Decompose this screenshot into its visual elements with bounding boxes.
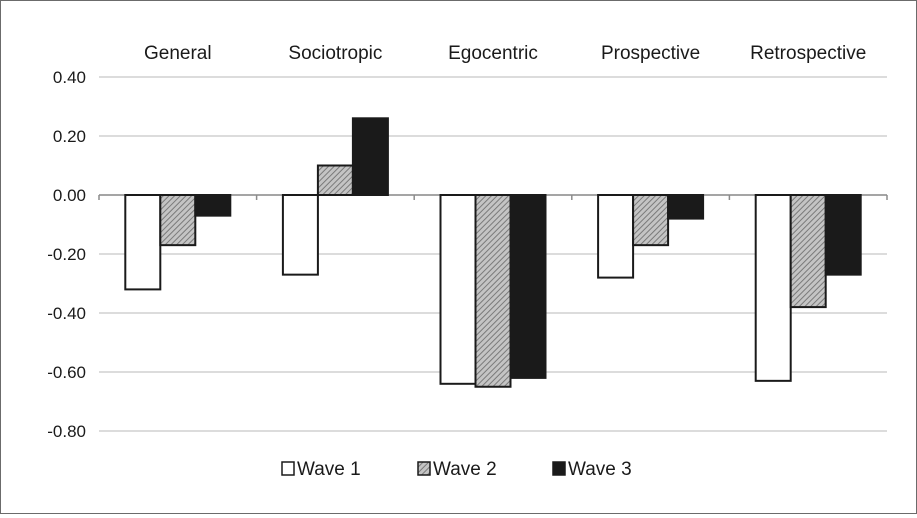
bar-retrospective-wave-3	[824, 194, 862, 276]
bar-sociotropic-wave-2	[316, 164, 354, 196]
bar-general-wave-1	[124, 194, 162, 291]
bar-retrospective-wave-1	[754, 194, 792, 382]
bar-general-wave-3	[194, 194, 232, 217]
bar-prospective-wave-2	[632, 194, 670, 247]
legend-swatch-wave-3	[552, 461, 566, 476]
legend-label-wave-2: Wave 2	[433, 459, 497, 480]
y-tick-label: -0.60	[47, 363, 86, 382]
bar-retrospective-wave-2	[789, 194, 827, 309]
category-label-general: General	[144, 43, 212, 64]
legend-label-wave-1: Wave 1	[297, 459, 361, 480]
bar-sociotropic-wave-3	[351, 117, 389, 196]
y-tick-label: -0.40	[47, 304, 86, 323]
legend: Wave 1 Wave 2 Wave 3	[281, 459, 632, 480]
y-tick-label: 0.40	[53, 68, 86, 87]
bar-prospective-wave-1	[597, 194, 635, 279]
category-labels: General Sociotropic Egocentric Prospective R…	[144, 43, 866, 64]
bar-sociotropic-wave-1	[281, 194, 319, 276]
bar-egocentric-wave-1	[439, 194, 477, 385]
legend-label-wave-3: Wave 3	[568, 459, 632, 480]
bar-general-wave-2	[159, 194, 197, 247]
category-label-retrospective: Retrospective	[750, 43, 866, 64]
legend-swatch-wave-1	[281, 461, 295, 476]
y-axis: 0.40 0.20 0.00 -0.20 -0.40 -0.60 -0.80	[47, 68, 86, 441]
bar-egocentric-wave-2	[474, 194, 512, 388]
category-label-sociotropic: Sociotropic	[288, 43, 382, 64]
bar-prospective-wave-3	[667, 194, 705, 220]
category-label-egocentric: Egocentric	[448, 43, 538, 64]
y-tick-label: -0.20	[47, 245, 86, 264]
category-label-prospective: Prospective	[601, 43, 700, 64]
y-tick-label: 0.00	[53, 186, 86, 205]
y-tick-label: -0.80	[47, 422, 86, 441]
bars	[124, 117, 862, 388]
legend-swatch-wave-2	[417, 461, 431, 476]
bar-egocentric-wave-3	[509, 194, 547, 379]
y-tick-label: 0.20	[53, 127, 86, 146]
